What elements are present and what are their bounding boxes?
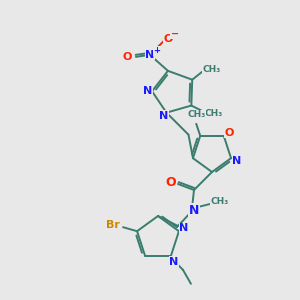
Text: +: +: [153, 46, 161, 56]
Text: O: O: [122, 52, 132, 62]
Text: N: N: [145, 50, 154, 60]
Text: O: O: [163, 34, 172, 44]
Text: N: N: [143, 86, 153, 96]
Text: CH₃: CH₃: [187, 110, 206, 119]
Text: N: N: [169, 257, 178, 267]
Text: N: N: [189, 203, 199, 217]
Text: −: −: [171, 29, 179, 39]
Text: CH₃: CH₃: [202, 65, 220, 74]
Text: CH₃: CH₃: [211, 197, 229, 206]
Text: O: O: [224, 128, 233, 138]
Text: N: N: [179, 223, 188, 233]
Text: Br: Br: [106, 220, 120, 230]
Text: O: O: [166, 176, 176, 190]
Text: N: N: [232, 156, 242, 166]
Text: N: N: [159, 111, 168, 121]
Text: CH₃: CH₃: [204, 109, 223, 118]
